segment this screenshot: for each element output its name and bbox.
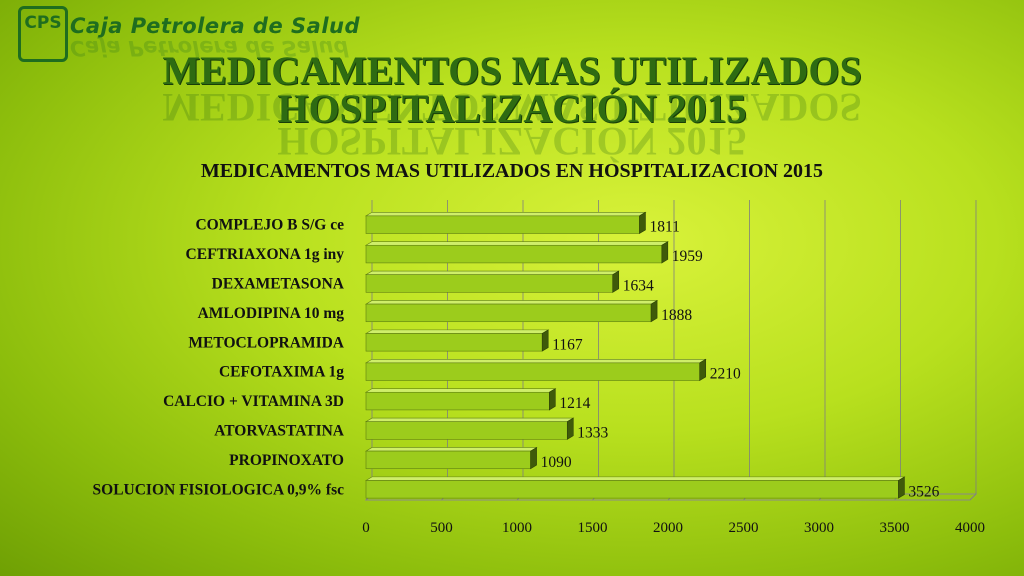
bar-top (364, 476, 906, 481)
data-label: 1634 (623, 278, 654, 295)
data-label: 1959 (672, 248, 703, 265)
x-tick-label: 3500 (880, 520, 910, 536)
bar-end (612, 270, 620, 293)
data-label: 1811 (649, 219, 679, 236)
x-tick-label: 2000 (653, 520, 683, 536)
data-label: 1090 (541, 454, 572, 471)
category-label: CALCIO + VITAMINA 3D (163, 393, 344, 410)
page-title-line2: HOSPITALIZACIÓN 2015 (277, 86, 747, 131)
category-label: CEFTRIAXONA 1g iny (186, 246, 345, 263)
category-label: METOCLOPRAMIDA (188, 334, 344, 351)
bar-top (364, 211, 647, 217)
bar (365, 274, 614, 293)
bar-end (898, 476, 905, 499)
bar (365, 362, 701, 381)
data-label: 1214 (559, 395, 590, 412)
category-label: DEXAMETASONA (212, 276, 345, 293)
bar (365, 244, 663, 264)
data-label: 3526 (908, 483, 939, 500)
x-tick-label: 500 (430, 520, 453, 536)
bar-end (541, 329, 549, 352)
bar-top (364, 447, 538, 452)
bar (365, 333, 543, 352)
bar-top (364, 329, 550, 334)
category-label: PROPINOXATO (229, 452, 344, 469)
bar-end (530, 446, 537, 470)
org-name: Caja Petrolera de Salud (70, 14, 360, 38)
bar-end (549, 388, 556, 411)
bar-top (364, 241, 669, 246)
bar (365, 215, 640, 234)
x-tick-label: 0 (362, 520, 370, 536)
bar (365, 391, 550, 411)
category-label: CEFOTAXIMA 1g (219, 364, 344, 381)
x-tick-label: 1000 (502, 520, 532, 536)
bar-top (364, 270, 620, 275)
gridline-depth (969, 493, 977, 501)
bar-top (364, 300, 659, 305)
category-label: COMPLEJO B S/G ce (195, 217, 344, 234)
bar (365, 450, 531, 470)
logo-text: CPS (24, 13, 62, 33)
cps-logo: CPS (18, 6, 68, 62)
bar-end (639, 211, 646, 235)
bar-end (661, 241, 669, 264)
data-label: 1888 (661, 307, 692, 324)
bar-end (650, 299, 658, 323)
data-label: 2210 (710, 366, 741, 383)
bar-top (364, 388, 557, 393)
category-label: SOLUCION FISIOLOGICA 0,9% fsc (93, 481, 345, 498)
data-label: 1333 (577, 425, 608, 442)
category-label: AMLODIPINA 10 mg (198, 305, 345, 322)
x-tick-label: 3000 (804, 520, 834, 536)
bar-top (364, 417, 575, 422)
bar (365, 480, 899, 499)
chart-title: MEDICAMENTOS MAS UTILIZADOS EN HOSPITALI… (200, 160, 824, 182)
data-label: 1167 (552, 336, 583, 353)
category-label: ATORVASTATINA (214, 423, 345, 440)
x-tick-label: 4000 (955, 520, 985, 536)
page-title-line1: MEDICAMENTOS MAS UTILIZADOS (162, 48, 862, 93)
bar (365, 303, 652, 323)
x-tick-label: 1500 (578, 520, 608, 536)
bar (365, 421, 568, 440)
bar-end (566, 417, 574, 440)
x-tick-label: 2500 (729, 520, 759, 536)
bar-top (364, 358, 707, 364)
bar-end (699, 358, 707, 382)
